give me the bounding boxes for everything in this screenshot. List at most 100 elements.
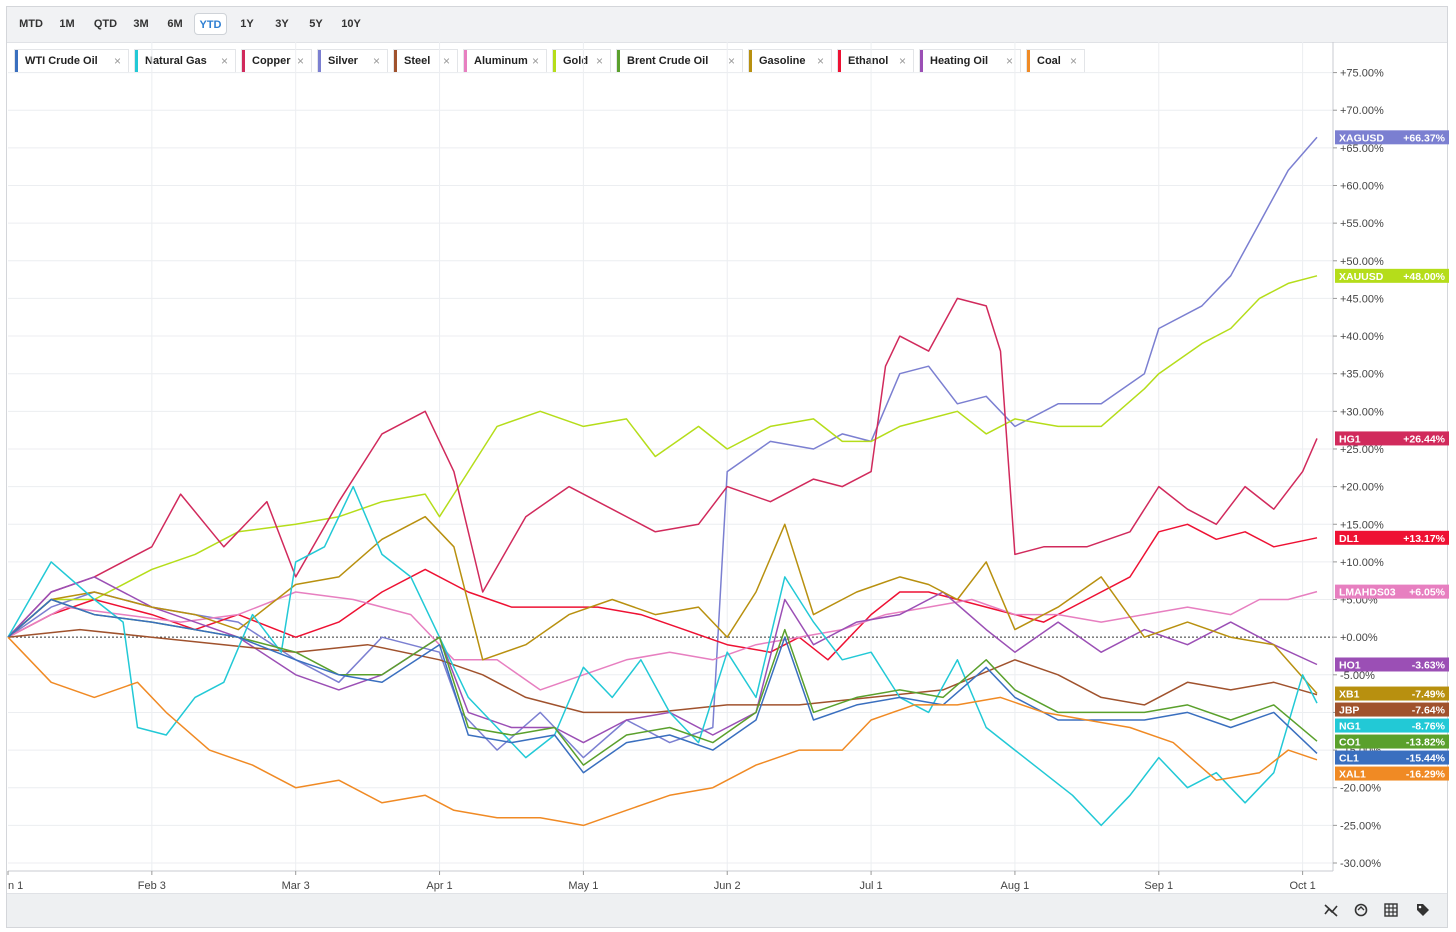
end-label-value: +66.37% [1403, 132, 1445, 144]
end-label-box [1335, 431, 1449, 446]
remove-series-icon[interactable]: × [727, 54, 735, 68]
remove-series-icon[interactable]: × [372, 54, 380, 68]
end-label-ticker: NG1 [1339, 721, 1361, 733]
remove-series-icon[interactable]: × [816, 54, 824, 68]
end-label-xal1: XAL1 -16.29% [1335, 766, 1449, 781]
end-label-cl1: CL1 -15.44% [1335, 750, 1449, 765]
end-label-value: +48.00% [1403, 271, 1445, 283]
legend-label: Heating Oil [930, 55, 989, 67]
legend-label: Gold [563, 55, 589, 67]
series-line-gold[interactable] [7, 275, 1318, 638]
series-line-natural-gas[interactable] [7, 485, 1318, 827]
series-line-aluminum[interactable] [7, 590, 1318, 691]
end-label-value: -13.82% [1406, 737, 1446, 749]
x-tick-label: n 1 [8, 880, 23, 892]
end-label-ticker: DL1 [1339, 533, 1359, 545]
end-label-value: +26.44% [1403, 433, 1445, 445]
remove-series-icon[interactable]: × [296, 54, 304, 68]
legend-chip-copper[interactable]: Copper × [241, 49, 312, 73]
end-label-hg1: HG1 +26.44% [1335, 431, 1449, 446]
legend-label: WTI Crude Oil [25, 55, 98, 67]
range-button-ytd[interactable]: YTD [194, 13, 227, 35]
x-tick-label: Oct 1 [1289, 880, 1315, 892]
range-button-mtd[interactable]: MTD [19, 18, 43, 30]
remove-series-icon[interactable]: × [531, 54, 539, 68]
reset-zoom-icon[interactable] [1353, 902, 1369, 918]
y-tick-label: -30.00% [1340, 858, 1381, 870]
remove-series-icon[interactable]: × [1005, 54, 1013, 68]
remove-series-icon[interactable]: × [220, 54, 228, 68]
end-label-value: +13.17% [1403, 533, 1445, 545]
y-tick-label: +70.00% [1340, 105, 1384, 117]
end-label-ticker: XAGUSD [1339, 132, 1384, 144]
end-label-co1: CO1 -13.82% [1335, 734, 1449, 749]
legend-color-swatch [749, 50, 752, 72]
remove-series-icon[interactable]: × [595, 54, 603, 68]
end-label-xagusd: XAGUSD +66.37% [1335, 130, 1449, 145]
legend-color-swatch [838, 50, 841, 72]
tag-icon[interactable] [1415, 902, 1431, 918]
series-line-heating-oil[interactable] [7, 576, 1318, 744]
series-line-wti-crude-oil[interactable] [7, 598, 1318, 774]
y-tick-label: +45.00% [1340, 293, 1384, 305]
end-label-ng1: NG1 -8.76% [1335, 718, 1449, 733]
grid-icon[interactable] [1383, 902, 1399, 918]
range-button-1m[interactable]: 1M [59, 18, 75, 30]
end-label-value: -7.64% [1412, 705, 1446, 717]
chart-svg: +75.00% +70.00% +65.00% +60.00% +55.00% +50.0… [7, 42, 1449, 892]
end-label-box [1335, 750, 1449, 765]
legend-label: Brent Crude Oil [627, 55, 709, 67]
y-tick-label: +50.00% [1340, 256, 1384, 268]
series-line-copper[interactable] [7, 297, 1318, 638]
remove-series-icon[interactable]: × [898, 54, 906, 68]
legend-chip-natural-gas[interactable]: Natural Gas × [134, 49, 236, 73]
end-label-dl1: DL1 +13.17% [1335, 530, 1449, 545]
legend-chip-silver[interactable]: Silver × [317, 49, 388, 73]
range-toolbar: MTD 1M QTD 3M 6M YTD 1Y 3Y 5Y 10Y [7, 7, 1447, 43]
end-label-jbp: JBP -7.64% [1335, 702, 1449, 717]
end-label-value: -16.29% [1406, 769, 1446, 781]
end-label-box [1335, 766, 1449, 781]
remove-series-icon[interactable]: × [1069, 54, 1077, 68]
end-label-ticker: LMAHDS03 [1339, 587, 1396, 599]
hide-lines-icon[interactable] [1323, 902, 1339, 918]
legend-color-swatch [617, 50, 620, 72]
y-tick-label: -5.00% [1340, 670, 1375, 682]
x-tick-label: Apr 1 [426, 880, 452, 892]
end-label-xb1: XB1 -7.49% [1335, 686, 1449, 701]
legend-chip-heating-oil[interactable]: Heating Oil × [919, 49, 1021, 73]
legend-chip-wti-crude-oil[interactable]: WTI Crude Oil × [14, 49, 129, 73]
legend-chip-aluminum[interactable]: Aluminum × [463, 49, 547, 73]
y-tick-label: +10.00% [1340, 557, 1384, 569]
x-tick-label: Feb 3 [138, 880, 166, 892]
end-label-value: -3.63% [1412, 659, 1446, 671]
range-button-5y[interactable]: 5Y [309, 18, 323, 30]
y-tick-label: +30.00% [1340, 406, 1384, 418]
range-button-3y[interactable]: 3Y [275, 18, 289, 30]
legend-label: Silver [328, 55, 358, 67]
end-label-value: -7.49% [1412, 689, 1446, 701]
legend-label: Steel [404, 55, 431, 67]
range-button-qtd[interactable]: QTD [93, 18, 118, 30]
range-button-10y[interactable]: 10Y [341, 18, 361, 30]
legend-color-swatch [135, 50, 138, 72]
range-button-3m[interactable]: 3M [133, 18, 149, 30]
remove-series-icon[interactable]: × [113, 54, 121, 68]
range-button-6m[interactable]: 6M [167, 18, 183, 30]
bottom-toolbar [7, 893, 1447, 927]
range-button-1y[interactable]: 1Y [240, 18, 254, 30]
end-label-lmahds03: LMAHDS03 +6.05% [1335, 584, 1449, 599]
end-label-value: +6.05% [1409, 587, 1446, 599]
legend-color-swatch [464, 50, 467, 72]
legend-chip-gold[interactable]: Gold × [552, 49, 611, 73]
x-tick-label: May 1 [568, 880, 598, 892]
series-line-gasoline[interactable] [7, 515, 1318, 694]
series-line-coal[interactable] [7, 636, 1318, 827]
series-line-ethanol[interactable] [7, 523, 1318, 661]
end-label-ticker: HG1 [1339, 433, 1361, 445]
remove-series-icon[interactable]: × [442, 54, 450, 68]
legend-chip-gasoline[interactable]: Gasoline × [748, 49, 832, 73]
series-line-brent-crude-oil[interactable] [7, 598, 1318, 766]
series-line-silver[interactable] [7, 136, 1318, 759]
legend-color-swatch [394, 50, 397, 72]
